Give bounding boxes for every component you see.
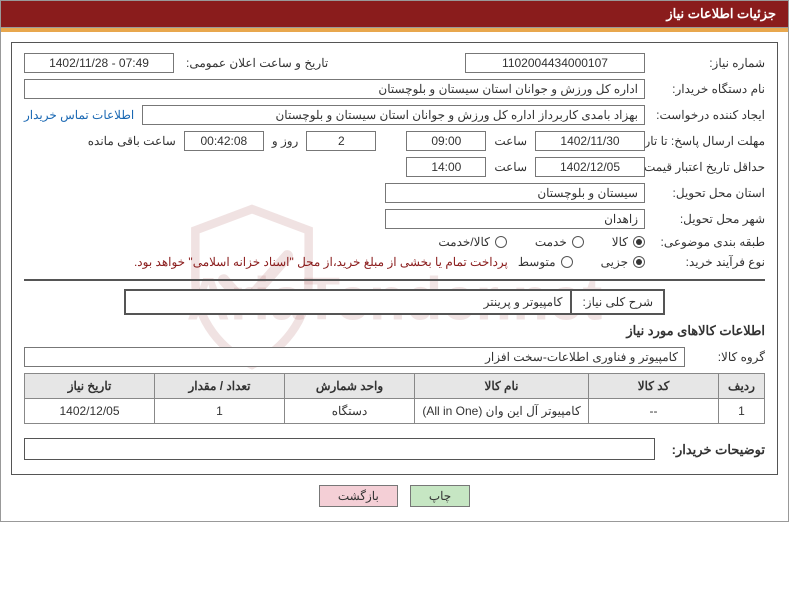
th-code: کد کالا [589,374,719,399]
radio-service[interactable]: خدمت [535,235,584,249]
buyer-notes-box [24,438,655,460]
table-row: 1 -- کامپیوتر آل این وان (All in One) دس… [25,399,765,424]
radio-goods-label: کالا [612,235,628,249]
requester-label: ایجاد کننده درخواست: [645,108,765,122]
radio-partial-label: جزیی [601,255,628,269]
radio-goods-service-label: کالا/خدمت [438,235,489,249]
cell-code: -- [589,399,719,424]
delivery-city-value: زاهدان [385,209,645,229]
th-date: تاریخ نیاز [25,374,155,399]
days-and-label: روز و [264,134,307,148]
radio-medium[interactable]: متوسط [518,255,573,269]
requester-value: بهزاد بامدی کاربرداز اداره کل ورزش و جوا… [142,105,645,125]
time-label-1: ساعت [486,134,535,148]
deadline-reply-date: 1402/11/30 [535,131,645,151]
countdown-value: 00:42:08 [184,131,264,151]
radio-dot-icon [572,236,584,248]
th-row: ردیف [719,374,765,399]
cell-row: 1 [719,399,765,424]
button-bar: چاپ بازگشت [11,475,778,511]
th-unit: واحد شمارش [285,374,415,399]
announce-label: تاریخ و ساعت اعلان عمومی: [180,56,328,70]
delivery-city-label: شهر محل تحویل: [645,212,765,226]
remaining-label: ساعت باقی مانده [82,134,184,148]
buyer-notes-label: توضیحات خریدار: [655,438,765,460]
delivery-province-label: استان محل تحویل: [645,186,765,200]
radio-dot-icon [633,236,645,248]
need-no-value: 1102004434000107 [465,53,645,73]
radio-goods[interactable]: کالا [612,235,645,249]
th-qty: تعداد / مقدار [155,374,285,399]
buyer-org-value: اداره کل ورزش و جوانان استان سیستان و بل… [24,79,645,99]
radio-goods-service[interactable]: کالا/خدمت [438,235,506,249]
table-header-row: ردیف کد کالا نام کالا واحد شمارش تعداد /… [25,374,765,399]
proc-type-label: نوع فرآیند خرید: [645,255,765,269]
main-frame: شماره نیاز: 1102004434000107 تاریخ و ساع… [0,32,789,522]
cell-unit: دستگاه [285,399,415,424]
item-group-label: گروه کالا: [685,350,765,364]
items-table: ردیف کد کالا نام کالا واحد شمارش تعداد /… [24,373,765,424]
cell-name: کامپیوتر آل این وان (All in One) [415,399,589,424]
th-name: نام کالا [415,374,589,399]
radio-medium-label: متوسط [518,255,556,269]
payment-note: پرداخت تمام یا بخشی از مبلغ خرید،از محل … [134,255,518,269]
deadline-reply-time: 09:00 [406,131,486,151]
radio-service-label: خدمت [535,235,567,249]
cell-qty: 1 [155,399,285,424]
back-button[interactable]: بازگشت [319,485,398,507]
deadline-reply-label: مهلت ارسال پاسخ: تا تاریخ: [645,134,765,148]
validity-time: 14:00 [406,157,486,177]
contact-link[interactable]: اطلاعات تماس خریدار [24,108,142,122]
section-divider [24,279,765,281]
print-button[interactable]: چاپ [410,485,470,507]
cell-date: 1402/12/05 [25,399,155,424]
subject-class-label: طبقه بندی موضوعی: [645,235,765,249]
delivery-province-value: سیستان و بلوچستان [385,183,645,203]
item-group-value: کامپیوتر و فناوری اطلاعات-سخت افزار [24,347,685,367]
radio-dot-icon [495,236,507,248]
details-panel: شماره نیاز: 1102004434000107 تاریخ و ساع… [11,42,778,475]
days-value: 2 [306,131,376,151]
validity-date: 1402/12/05 [535,157,645,177]
validity-label: حداقل تاریخ اعتبار قیمت: تا تاریخ: [645,160,765,174]
items-section-title: اطلاعات کالاهای مورد نیاز [24,323,765,339]
need-desc-label: شرح کلی نیاز: [572,289,665,315]
need-desc-value: کامپیوتر و پرینتر [124,289,572,315]
need-no-label: شماره نیاز: [645,56,765,70]
buyer-org-label: نام دستگاه خریدار: [645,82,765,96]
page-title: جزئیات اطلاعات نیاز [0,0,789,28]
radio-dot-icon [633,256,645,268]
announce-value: 1402/11/28 - 07:49 [24,53,174,73]
radio-partial[interactable]: جزیی [601,255,645,269]
radio-dot-icon [561,256,573,268]
time-label-2: ساعت [486,160,535,174]
